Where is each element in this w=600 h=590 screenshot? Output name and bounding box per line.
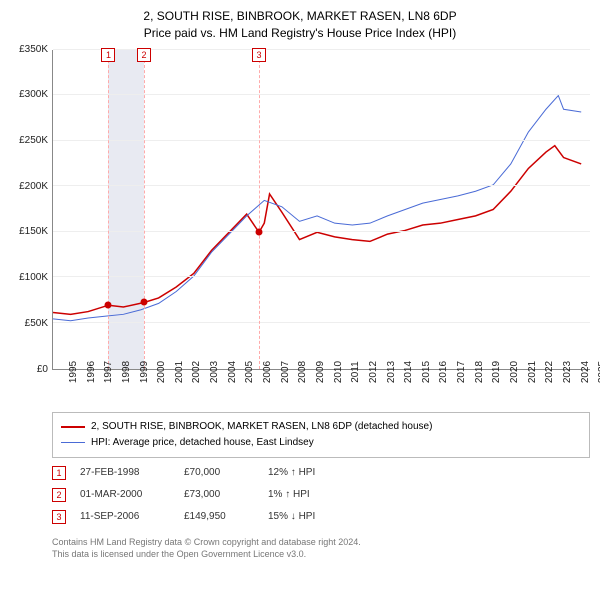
chart-title-1: 2, SOUTH RISE, BINBROOK, MARKET RASEN, L… [10,8,590,25]
gridline [53,94,590,95]
x-axis: 1995199619971998199920002001200220032004… [52,370,590,402]
sale-price: £70,000 [184,467,254,478]
chart-container: 2, SOUTH RISE, BINBROOK, MARKET RASEN, L… [0,0,600,571]
sale-row: 3 11-SEP-2006 £149,950 15% ↓ HPI [52,510,590,524]
footnote-line-1: Contains HM Land Registry data © Crown c… [52,536,590,549]
sale-marker-box: 2 [52,488,66,502]
sale-change: 15% ↓ HPI [268,511,358,522]
legend-label: HPI: Average price, detached house, East… [91,435,314,451]
marker-line [108,50,109,369]
marker-line [259,50,260,369]
footnote: Contains HM Land Registry data © Crown c… [52,536,590,561]
marker-number-box: 3 [252,48,266,62]
legend-row: 2, SOUTH RISE, BINBROOK, MARKET RASEN, L… [61,419,581,435]
gridline [53,49,590,50]
plot: 1 2 3 [52,50,590,370]
sale-row: 2 01-MAR-2000 £73,000 1% ↑ HPI [52,488,590,502]
sale-price: £149,950 [184,511,254,522]
x-tick-label: 2025 [581,360,600,382]
series-hpi [53,95,581,320]
sale-point [255,228,262,235]
sale-row: 1 27-FEB-1998 £70,000 12% ↑ HPI [52,466,590,480]
y-axis: £350K£300K£250K£200K£150K£100K£50K£0 [10,50,52,370]
gridline [53,322,590,323]
sale-change: 12% ↑ HPI [268,467,358,478]
plot-wrapper: 1 2 3 199519961997199819992000200120022003… [52,50,590,402]
sale-date: 11-SEP-2006 [80,511,170,522]
legend: 2, SOUTH RISE, BINBROOK, MARKET RASEN, L… [52,412,590,458]
gridline [53,276,590,277]
gridline [53,140,590,141]
sale-marker-box: 1 [52,466,66,480]
sale-date: 27-FEB-1998 [80,467,170,478]
chart-title-2: Price paid vs. HM Land Registry's House … [10,25,590,42]
series-price_paid [53,145,581,314]
sale-point [141,299,148,306]
legend-swatch [61,442,85,443]
footnote-line-2: This data is licensed under the Open Gov… [52,548,590,561]
sales-list: 1 27-FEB-1998 £70,000 12% ↑ HPI 2 01-MAR-2000… [10,466,590,524]
marker-line [144,50,145,369]
gridline [53,185,590,186]
legend-row: HPI: Average price, detached house, East… [61,435,581,451]
marker-number-box: 1 [101,48,115,62]
sale-price: £73,000 [184,489,254,500]
sale-point [105,301,112,308]
chart-area: £350K£300K£250K£200K£150K£100K£50K£0 1 2 3… [10,50,590,402]
sale-date: 01-MAR-2000 [80,489,170,500]
chart-lines-svg [53,50,590,369]
sale-marker-box: 3 [52,510,66,524]
marker-number-box: 2 [137,48,151,62]
gridline [53,231,590,232]
sale-change: 1% ↑ HPI [268,489,358,500]
legend-swatch [61,426,85,428]
legend-label: 2, SOUTH RISE, BINBROOK, MARKET RASEN, L… [91,419,432,435]
